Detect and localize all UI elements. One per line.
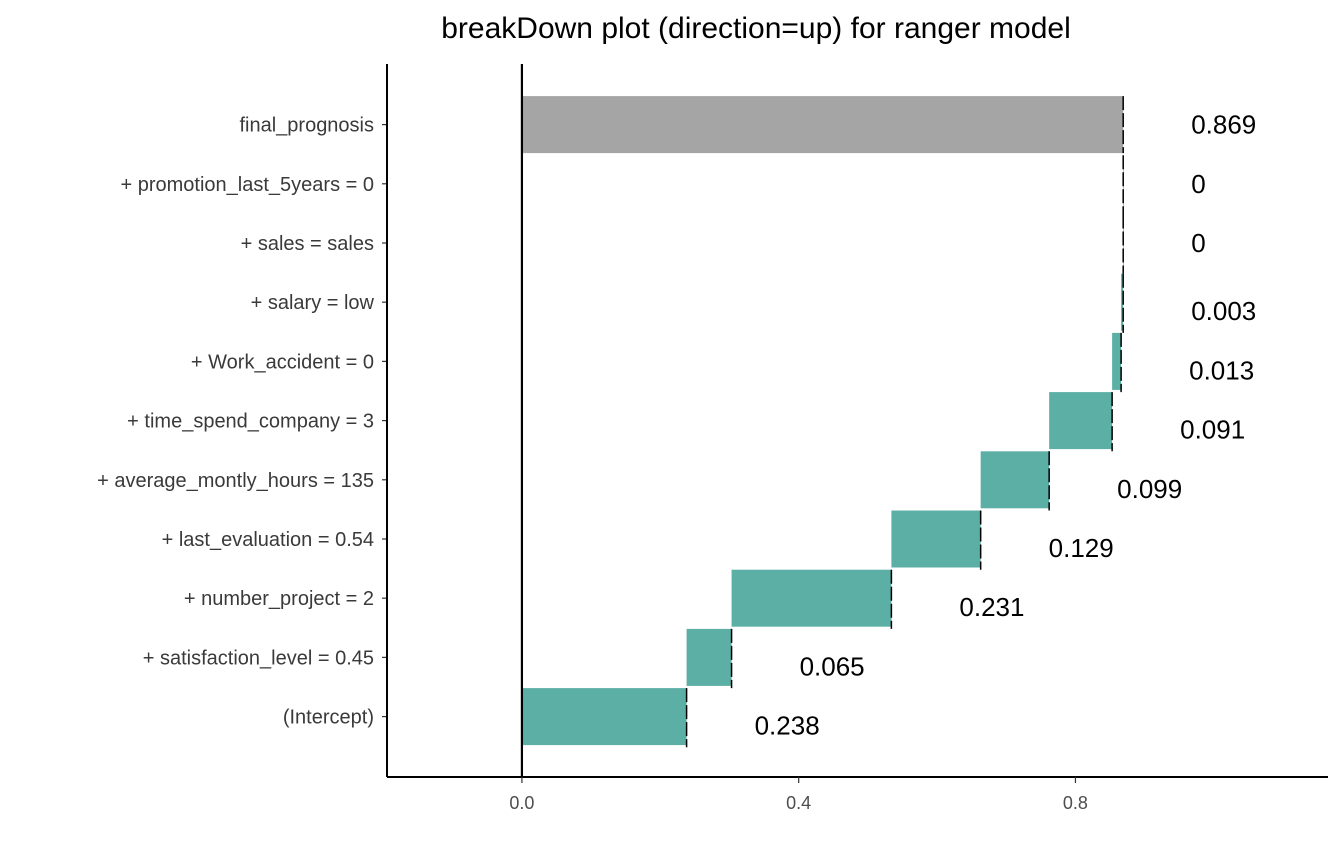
x-tick-label-2: 0.8 bbox=[1063, 793, 1088, 813]
value-label-9: 0 bbox=[1191, 169, 1205, 199]
y-label-3: + last_evaluation = 0.54 bbox=[162, 529, 374, 551]
value-label-8: 0 bbox=[1191, 228, 1205, 258]
y-label-2: + number_project = 2 bbox=[184, 588, 374, 610]
y-label-0: (Intercept) bbox=[283, 707, 374, 729]
chart-title: breakDown plot (direction=up) for ranger… bbox=[441, 12, 1071, 45]
value-label-0: 0.238 bbox=[755, 711, 820, 741]
value-label-6: 0.013 bbox=[1189, 355, 1254, 385]
bar-4 bbox=[980, 451, 1050, 509]
x-tick-label-1: 0.4 bbox=[786, 793, 811, 813]
y-label-10: final_prognosis bbox=[239, 115, 374, 137]
y-label-6: + Work_accident = 0 bbox=[191, 351, 374, 373]
bar-7 bbox=[1121, 273, 1124, 331]
bars-layer bbox=[521, 96, 1124, 746]
value-label-10: 0.869 bbox=[1191, 110, 1256, 140]
bar-6 bbox=[1112, 332, 1122, 390]
y-label-9: + promotion_last_5years = 0 bbox=[121, 174, 375, 196]
bar-1 bbox=[686, 628, 732, 686]
bar-3 bbox=[891, 510, 981, 568]
y-label-8: + sales = sales bbox=[241, 233, 374, 255]
axes-layer: 0.0 0.4 0.8 bbox=[382, 64, 1328, 813]
value-label-1: 0.065 bbox=[800, 651, 865, 681]
bar-2 bbox=[731, 569, 892, 627]
connectors-layer bbox=[685, 96, 1124, 748]
value-label-5: 0.091 bbox=[1180, 415, 1245, 445]
y-label-4: + average_montly_hours = 135 bbox=[97, 470, 374, 492]
x-tick-label-0: 0.0 bbox=[509, 793, 534, 813]
y-label-7: + salary = low bbox=[251, 292, 375, 314]
value-label-3: 0.129 bbox=[1049, 533, 1114, 563]
bar-5 bbox=[1049, 392, 1113, 450]
bar-0 bbox=[521, 688, 687, 746]
value-label-7: 0.003 bbox=[1191, 296, 1256, 326]
y-labels-layer: (Intercept) + satisfaction_level = 0.45 + … bbox=[97, 115, 374, 729]
y-label-5: + time_spend_company = 3 bbox=[127, 411, 374, 433]
bar-10 bbox=[521, 96, 1124, 154]
y-label-1: + satisfaction_level = 0.45 bbox=[143, 647, 374, 669]
value-label-2: 0.231 bbox=[959, 592, 1024, 622]
value-label-4: 0.099 bbox=[1117, 474, 1182, 504]
